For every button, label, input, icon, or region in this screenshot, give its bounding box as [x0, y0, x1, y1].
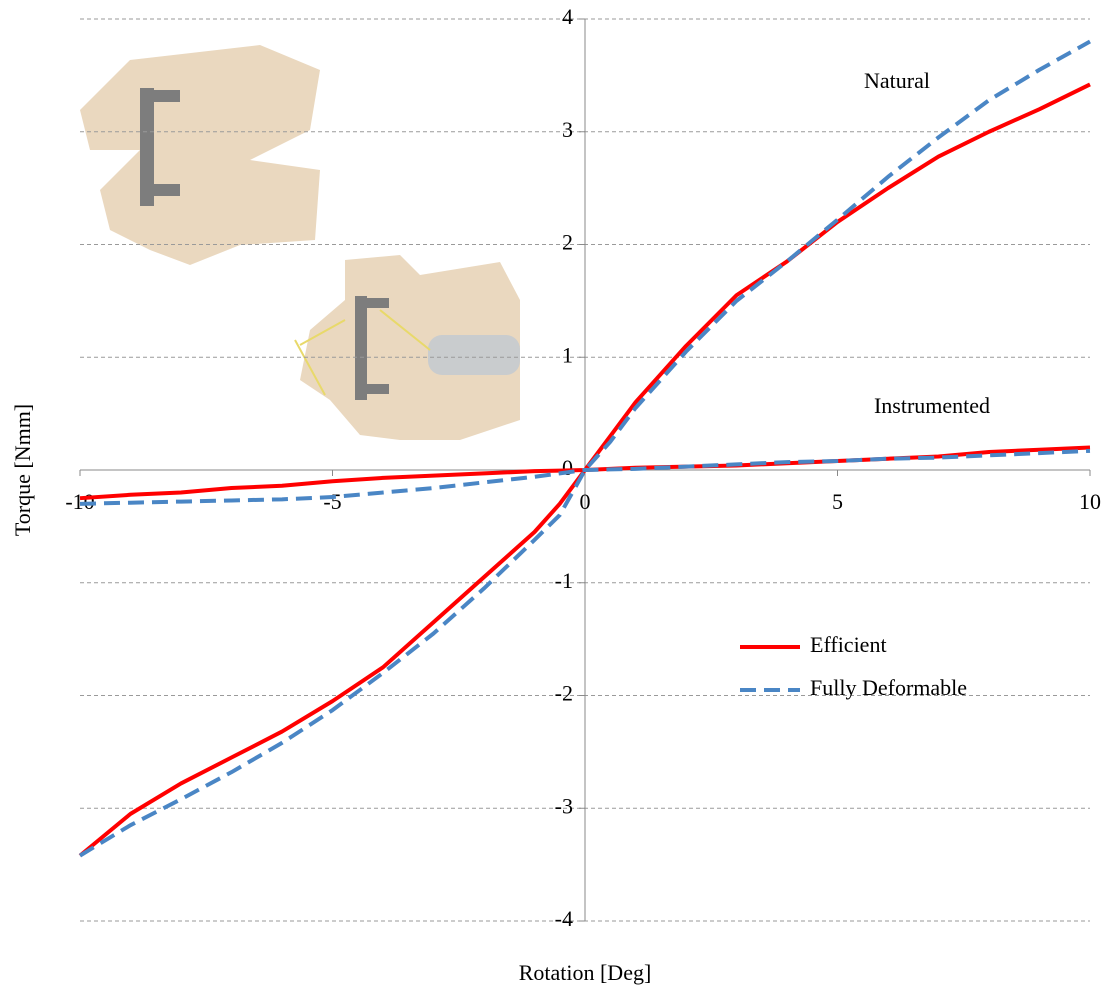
x-tick-label: 10: [1079, 489, 1101, 514]
y-tick-label: 1: [562, 342, 573, 367]
y-tick-label: -1: [555, 568, 573, 593]
x-tick-label: -10: [65, 489, 94, 514]
x-tick-label: -5: [323, 489, 341, 514]
y-tick-label: -2: [555, 681, 573, 706]
vertebra-illustration: [80, 45, 520, 440]
y-tick-label: -4: [555, 906, 573, 931]
y-axis-title: Torque [Nmm]: [10, 404, 35, 536]
y-tick-label: 2: [562, 230, 573, 255]
chart: Torque [Nmm] Rotation [Deg] Natural Inst…: [0, 0, 1119, 1000]
legend-label: Efficient: [810, 632, 887, 657]
x-tick-label: 0: [580, 489, 591, 514]
y-tick-label: -3: [555, 793, 573, 818]
x-axis-title: Rotation [Deg]: [519, 960, 652, 985]
y-tick-label: 3: [562, 117, 573, 142]
curve-label: Instrumented: [874, 393, 990, 418]
y-tick-label: 0: [562, 455, 573, 480]
y-tick-label: 4: [562, 4, 573, 29]
legend-label: Fully Deformable: [810, 675, 967, 700]
x-tick-label: 5: [832, 489, 843, 514]
curve-label: Natural: [864, 68, 930, 93]
